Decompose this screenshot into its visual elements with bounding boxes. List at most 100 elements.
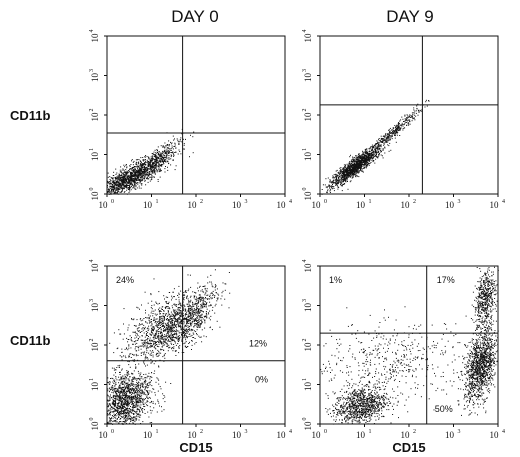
data-point — [123, 390, 125, 392]
data-point — [152, 166, 154, 168]
data-point — [129, 380, 131, 382]
data-point — [127, 418, 129, 420]
data-point — [162, 146, 164, 148]
data-point — [356, 166, 358, 168]
data-point — [125, 186, 127, 188]
data-point — [167, 318, 168, 319]
data-point — [164, 396, 166, 398]
data-point — [411, 112, 413, 114]
data-point — [174, 143, 176, 145]
data-point — [125, 182, 127, 184]
data-point — [426, 105, 428, 107]
data-point — [358, 164, 360, 166]
data-point — [119, 414, 121, 416]
data-point — [117, 182, 119, 183]
data-point — [126, 374, 128, 376]
data-point — [128, 181, 130, 183]
data-point — [157, 159, 159, 161]
data-point — [384, 142, 386, 144]
data-point — [129, 392, 131, 394]
data-point — [140, 404, 142, 406]
data-point — [334, 176, 336, 178]
data-point — [110, 180, 112, 181]
data-point — [379, 153, 380, 155]
data-point — [156, 318, 158, 320]
data-point — [137, 390, 139, 392]
data-point — [170, 148, 172, 150]
data-point — [125, 171, 127, 173]
data-point — [353, 158, 355, 160]
data-point — [144, 344, 146, 346]
data-point — [195, 318, 197, 320]
data-point — [130, 187, 131, 189]
data-point — [156, 156, 158, 158]
data-point — [120, 390, 122, 392]
data-point — [133, 170, 135, 172]
data-point — [133, 331, 135, 333]
data-point — [386, 141, 387, 143]
data-point — [132, 389, 134, 391]
data-point — [345, 179, 347, 181]
data-point — [121, 400, 123, 402]
data-point — [415, 112, 417, 114]
data-point — [131, 167, 133, 168]
data-point — [127, 175, 129, 177]
data-point — [164, 338, 166, 340]
data-point — [129, 389, 131, 391]
data-point — [144, 164, 146, 166]
data-point — [134, 395, 136, 397]
data-point — [173, 296, 175, 298]
data-point — [133, 419, 135, 421]
data-point — [397, 122, 399, 124]
data-point — [126, 396, 128, 398]
data-point — [377, 148, 379, 149]
data-point — [152, 161, 154, 163]
data-point — [163, 163, 165, 165]
data-point — [113, 413, 115, 415]
data-point — [133, 179, 135, 181]
data-point — [368, 158, 370, 160]
data-point — [117, 191, 119, 193]
data-point — [112, 423, 114, 425]
data-point — [149, 176, 151, 178]
data-point — [141, 163, 143, 165]
data-point — [176, 337, 178, 339]
data-point — [342, 172, 344, 174]
data-point — [131, 337, 132, 338]
data-point — [133, 182, 135, 183]
data-point — [160, 336, 162, 337]
data-point — [161, 333, 163, 335]
data-point — [159, 155, 161, 157]
data-point — [338, 179, 340, 180]
data-point — [140, 395, 142, 397]
data-point — [107, 388, 109, 390]
data-point — [151, 170, 153, 172]
data-point — [131, 380, 133, 382]
data-point — [398, 129, 400, 131]
data-point — [117, 404, 119, 406]
data-point — [113, 405, 115, 407]
data-point — [133, 385, 135, 387]
data-point — [165, 296, 167, 298]
data-point — [369, 162, 371, 164]
data-point — [143, 381, 145, 382]
data-point — [109, 391, 110, 393]
data-point — [139, 379, 141, 381]
data-point — [126, 174, 128, 176]
data-point — [383, 138, 385, 140]
data-point — [126, 178, 127, 180]
data-point — [368, 156, 369, 158]
data-point — [120, 410, 122, 412]
data-point — [119, 396, 121, 398]
data-point — [142, 392, 143, 394]
data-point — [168, 325, 170, 327]
data-point — [139, 308, 140, 310]
data-point — [146, 177, 147, 179]
data-point — [135, 403, 137, 405]
data-point — [362, 157, 364, 159]
data-point — [132, 392, 134, 394]
data-point — [111, 387, 113, 389]
data-point — [134, 384, 136, 386]
data-point — [126, 405, 128, 407]
data-point — [348, 176, 350, 178]
